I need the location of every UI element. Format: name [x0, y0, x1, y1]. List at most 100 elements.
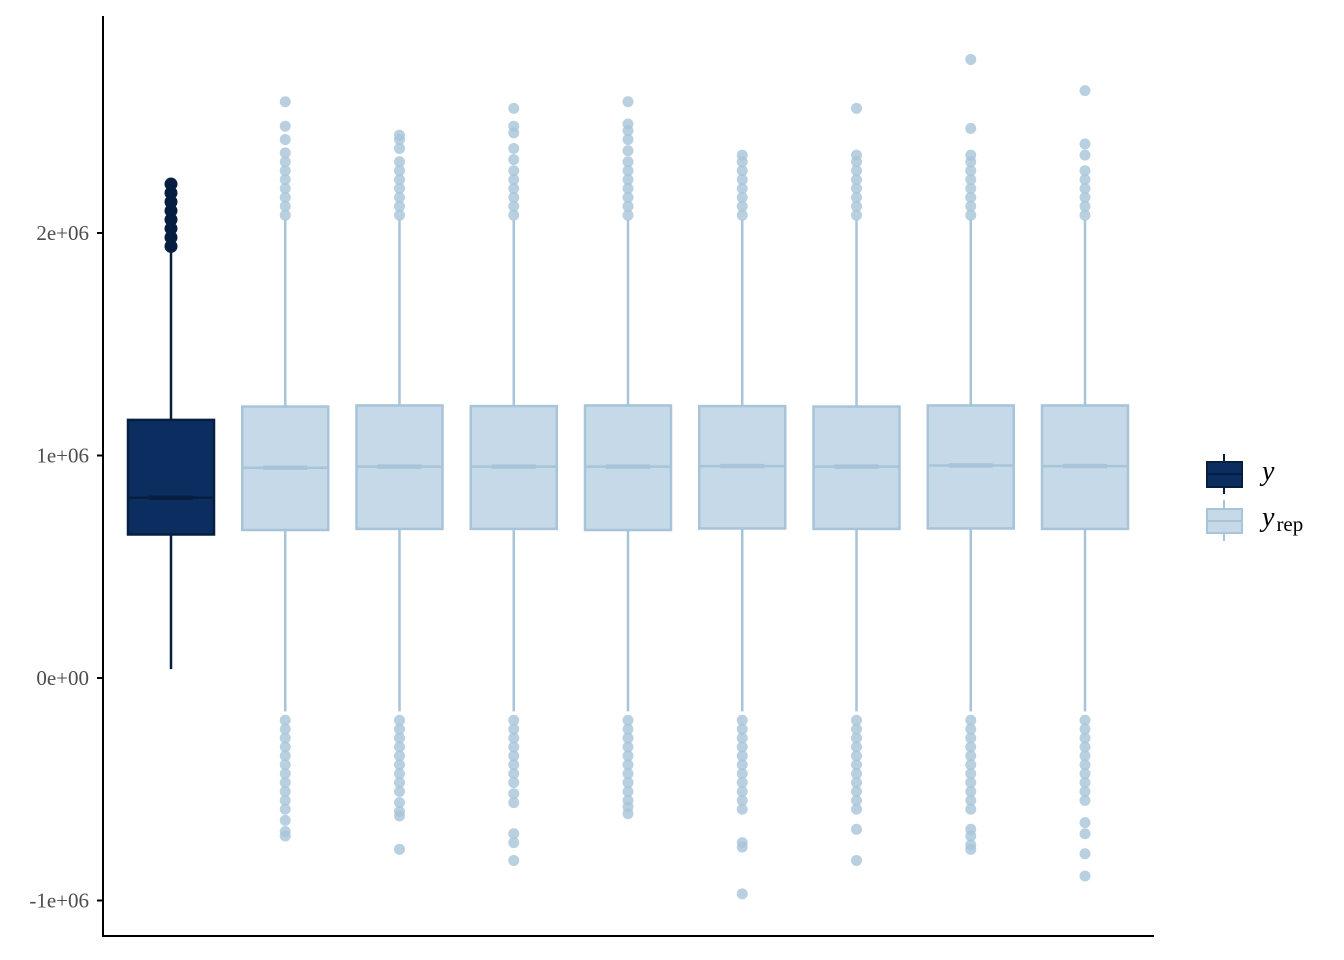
- outlier-point: [622, 723, 634, 735]
- outlier-point: [736, 149, 748, 161]
- outlier-point: [622, 785, 634, 797]
- outlier-point: [508, 732, 520, 744]
- outlier-point: [1079, 149, 1091, 161]
- outlier-point: [622, 96, 634, 108]
- outlier-point: [965, 768, 977, 780]
- outlier-point: [851, 174, 862, 186]
- outlier-point: [851, 149, 862, 161]
- outlier-point: [1079, 870, 1091, 882]
- outlier-point: [622, 732, 634, 744]
- outlier-point: [965, 122, 977, 134]
- outlier-point: [394, 723, 405, 735]
- outlier-point: [736, 759, 748, 771]
- outlier-point: [279, 174, 291, 186]
- outlier-point: [622, 156, 634, 168]
- outlier-point: [1079, 777, 1091, 789]
- outlier-point: [851, 759, 862, 771]
- outlier-point: [394, 768, 405, 780]
- outlier-point: [394, 200, 405, 212]
- outlier-point: [1079, 785, 1091, 797]
- outlier-point: [965, 174, 977, 186]
- outlier-point: [622, 183, 634, 194]
- outlier-point: [851, 191, 862, 203]
- boxes-layer: [126, 53, 1130, 900]
- outlier-point: [1079, 174, 1091, 186]
- outlier-point: [1079, 732, 1091, 744]
- outlier-point: [851, 209, 862, 221]
- outlier-point: [736, 174, 748, 186]
- outlier-point: [279, 200, 291, 212]
- outlier-point: [164, 186, 178, 200]
- outlier-point: [164, 230, 178, 244]
- box-yrep: [1040, 85, 1130, 882]
- outlier-point: [279, 814, 291, 826]
- outlier-point: [965, 165, 977, 177]
- outlier-point: [736, 777, 748, 789]
- outlier-point: [1079, 191, 1091, 203]
- legend-entry-yrep: yrep: [1206, 500, 1303, 541]
- outlier-point: [736, 888, 748, 900]
- outlier-point: [164, 204, 178, 218]
- outlier-point: [394, 183, 405, 194]
- outlier-point: [736, 841, 748, 853]
- outlier-point: [851, 165, 862, 177]
- outlier-point: [965, 200, 977, 212]
- legend-label-yrep: yrep: [1259, 502, 1303, 536]
- outlier-point: [1079, 138, 1091, 150]
- outlier-point: [736, 209, 748, 221]
- outlier-point: [394, 191, 405, 203]
- outlier-point: [622, 200, 634, 212]
- outlier-point: [394, 843, 405, 855]
- outlier-point: [508, 209, 520, 221]
- outlier-point: [965, 777, 977, 789]
- outlier-point: [279, 741, 291, 753]
- outlier-point: [508, 154, 520, 166]
- outlier-point: [508, 759, 520, 771]
- outlier-point: [279, 134, 291, 146]
- outlier-point: [279, 830, 291, 842]
- outlier-point: [851, 183, 862, 194]
- outlier-point: [508, 768, 520, 780]
- outlier-point: [394, 714, 405, 726]
- outlier-point: [394, 750, 405, 762]
- outlier-point: [279, 147, 291, 159]
- outlier-point: [736, 183, 748, 194]
- outlier-point: [965, 183, 977, 194]
- outlier-point: [622, 118, 634, 130]
- outlier-point: [965, 830, 977, 842]
- outlier-point: [394, 759, 405, 771]
- outlier-point: [965, 843, 977, 855]
- outlier-point: [965, 732, 977, 744]
- outlier-point: [851, 714, 862, 726]
- outlier-point: [622, 759, 634, 771]
- box-yrep: [241, 96, 330, 842]
- outlier-point: [1079, 741, 1091, 753]
- outlier-point: [279, 156, 291, 168]
- legend-entry-y: y: [1206, 454, 1275, 494]
- outlier-point: [851, 785, 862, 797]
- outlier-point: [851, 768, 862, 780]
- outlier-point: [851, 741, 862, 753]
- outlier-point: [508, 741, 520, 753]
- outlier-point: [622, 750, 634, 762]
- outlier-point: [508, 828, 520, 840]
- outlier-point: [279, 759, 291, 771]
- box-yrep: [698, 149, 787, 900]
- outlier-point: [279, 96, 291, 108]
- outlier-point: [965, 794, 977, 806]
- outlier-point: [279, 191, 291, 203]
- outlier-point: [736, 200, 748, 212]
- outlier-point: [1079, 183, 1091, 194]
- outlier-point: [1079, 750, 1091, 762]
- outlier-point: [508, 120, 520, 132]
- outlier-point: [1079, 848, 1091, 860]
- outlier-point: [851, 854, 862, 866]
- outlier-point: [279, 777, 291, 789]
- outlier-point: [394, 165, 405, 177]
- outlier-point: [736, 723, 748, 735]
- outlier-point: [508, 191, 520, 203]
- outlier-point: [164, 222, 178, 236]
- box-y: [126, 177, 216, 670]
- outlier-point: [736, 732, 748, 744]
- outlier-point: [965, 741, 977, 753]
